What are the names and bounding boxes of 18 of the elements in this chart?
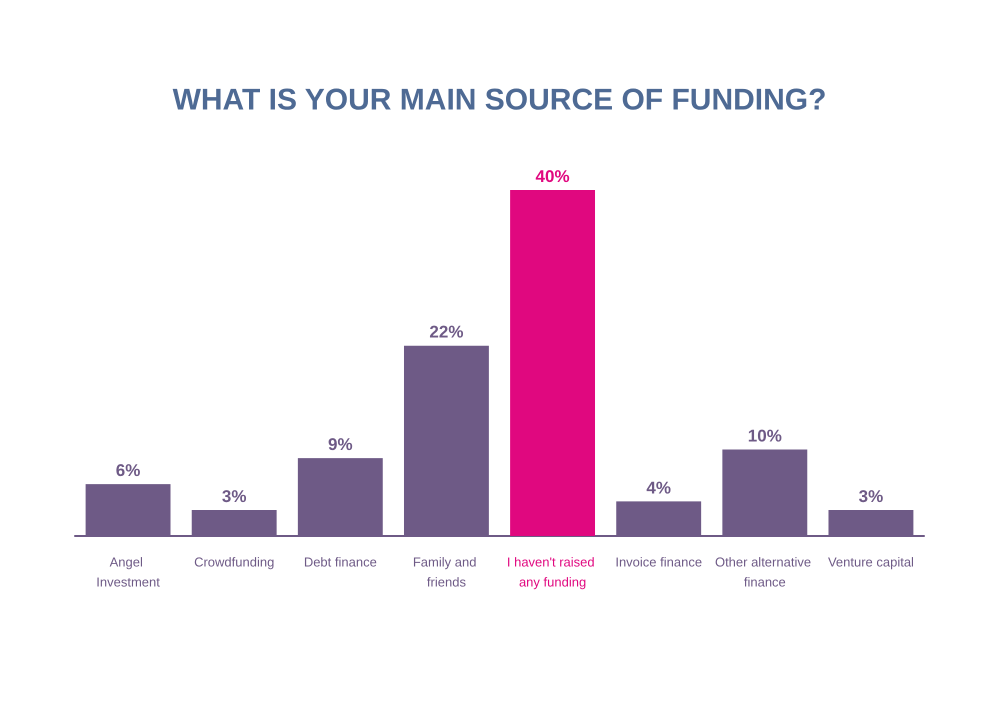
data-label: 40% <box>536 167 570 186</box>
x-tick-label: Angel Investment <box>96 554 160 590</box>
x-tick-label: Debt finance <box>304 554 377 570</box>
chart-title: WHAT IS YOUR MAIN SOURCE OF FUNDING? <box>172 84 826 116</box>
x-tick-label: Venture capital <box>828 554 914 570</box>
x-tick-label: Crowdfunding <box>194 554 274 570</box>
x-tick-label: Other alternative finance <box>714 554 815 590</box>
x-tick-label: Family and friends <box>412 554 480 590</box>
data-label: 10% <box>748 426 782 446</box>
data-label: 6% <box>116 461 140 480</box>
x-tick-label: Invoice finance <box>615 554 702 570</box>
x-tick-label: I haven't raised any funding <box>506 554 598 590</box>
bar <box>510 190 596 536</box>
data-label: 22% <box>429 322 464 342</box>
data-label: 3% <box>858 487 884 506</box>
data-label: 9% <box>328 435 353 454</box>
data-label: 4% <box>646 478 671 498</box>
data-label: 3% <box>222 487 246 506</box>
